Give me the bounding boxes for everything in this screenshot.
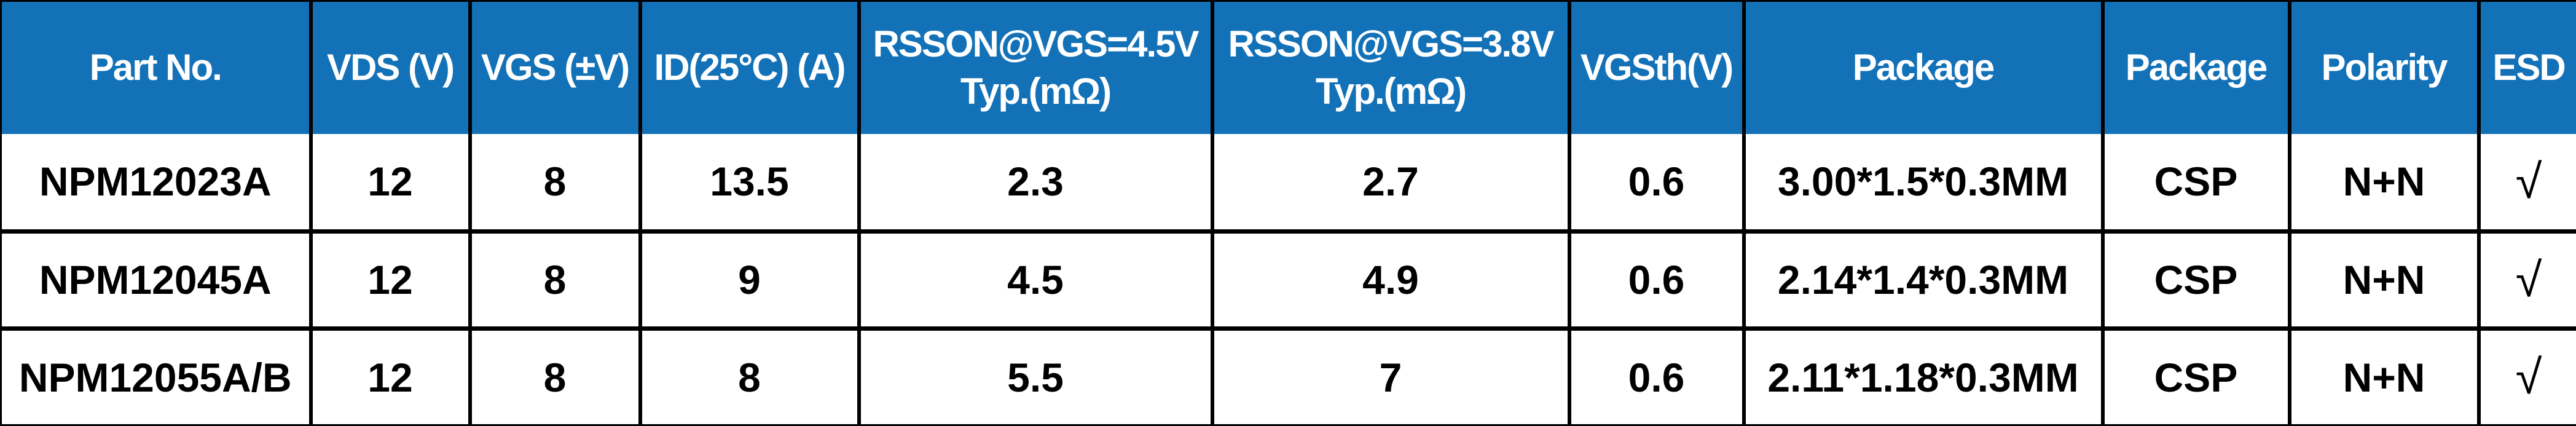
cell-rsson-4v5: 4.5 [857, 229, 1212, 328]
cell-package-type: CSP [2100, 229, 2290, 328]
col-header-vgsth: VGSth(V) [1567, 1, 1744, 134]
cell-polarity: N+N [2287, 229, 2479, 328]
cell-id-25c: 9 [638, 229, 859, 328]
cell-vgs: 8 [468, 229, 640, 328]
col-header-rsson-3v8: RSSON@VGS=3.8V Typ.(mΩ) [1210, 1, 1569, 134]
cell-polarity: N+N [2287, 326, 2479, 425]
col-header-package-size: Package [1742, 1, 2103, 134]
cell-package-size: 3.00*1.5*0.3MM [1742, 134, 2103, 231]
cell-id-25c: 8 [638, 326, 859, 425]
table-row: NPM12023A 12 8 13.5 2.3 2.7 0.6 3.00*1.5… [1, 134, 2576, 231]
col-header-polarity: Polarity [2287, 1, 2479, 134]
cell-id-25c: 13.5 [638, 134, 859, 231]
cell-rsson-4v5: 2.3 [857, 134, 1212, 231]
check-mark-icon: √ [2476, 229, 2576, 328]
cell-rsson-3v8: 2.7 [1210, 134, 1569, 231]
cell-part-no: NPM12055A/B [1, 326, 311, 425]
cell-package-type: CSP [2100, 134, 2290, 231]
col-header-rsson-4v5: RSSON@VGS=4.5V Typ.(mΩ) [857, 1, 1212, 134]
cell-rsson-3v8: 4.9 [1210, 229, 1569, 328]
check-mark-icon: √ [2476, 326, 2576, 425]
table-header: Part No. VDS (V) VGS (±V) ID(25°C) (A) R… [1, 1, 2576, 134]
header-row: Part No. VDS (V) VGS (±V) ID(25°C) (A) R… [1, 1, 2576, 134]
cell-vds: 12 [308, 229, 470, 328]
cell-part-no: NPM12045A [1, 229, 311, 328]
cell-polarity: N+N [2287, 134, 2479, 231]
cell-vds: 12 [308, 134, 470, 231]
cell-vgsth: 0.6 [1567, 134, 1744, 231]
table-row: NPM12045A 12 8 9 4.5 4.9 0.6 2.14*1.4*0.… [1, 229, 2576, 328]
col-header-id-25c: ID(25°C) (A) [638, 1, 859, 134]
col-header-vds: VDS (V) [308, 1, 470, 134]
cell-package-size: 2.11*1.18*0.3MM [1742, 326, 2103, 425]
col-header-vgs: VGS (±V) [468, 1, 640, 134]
col-header-package-type: Package [2100, 1, 2290, 134]
cell-rsson-3v8: 7 [1210, 326, 1569, 425]
check-mark-icon: √ [2476, 134, 2576, 231]
col-header-part-no: Part No. [1, 1, 311, 134]
col-header-esd: ESD [2476, 1, 2576, 134]
cell-package-size: 2.14*1.4*0.3MM [1742, 229, 2103, 328]
cell-vgsth: 0.6 [1567, 229, 1744, 328]
cell-vgs: 8 [468, 134, 640, 231]
cell-vgsth: 0.6 [1567, 326, 1744, 425]
cell-package-type: CSP [2100, 326, 2290, 425]
cell-vgs: 8 [468, 326, 640, 425]
cell-vds: 12 [308, 326, 470, 425]
table-row: NPM12055A/B 12 8 8 5.5 7 0.6 2.11*1.18*0… [1, 326, 2576, 425]
cell-rsson-4v5: 5.5 [857, 326, 1212, 425]
table-body: NPM12023A 12 8 13.5 2.3 2.7 0.6 3.00*1.5… [1, 134, 2576, 425]
cell-part-no: NPM12023A [1, 134, 311, 231]
